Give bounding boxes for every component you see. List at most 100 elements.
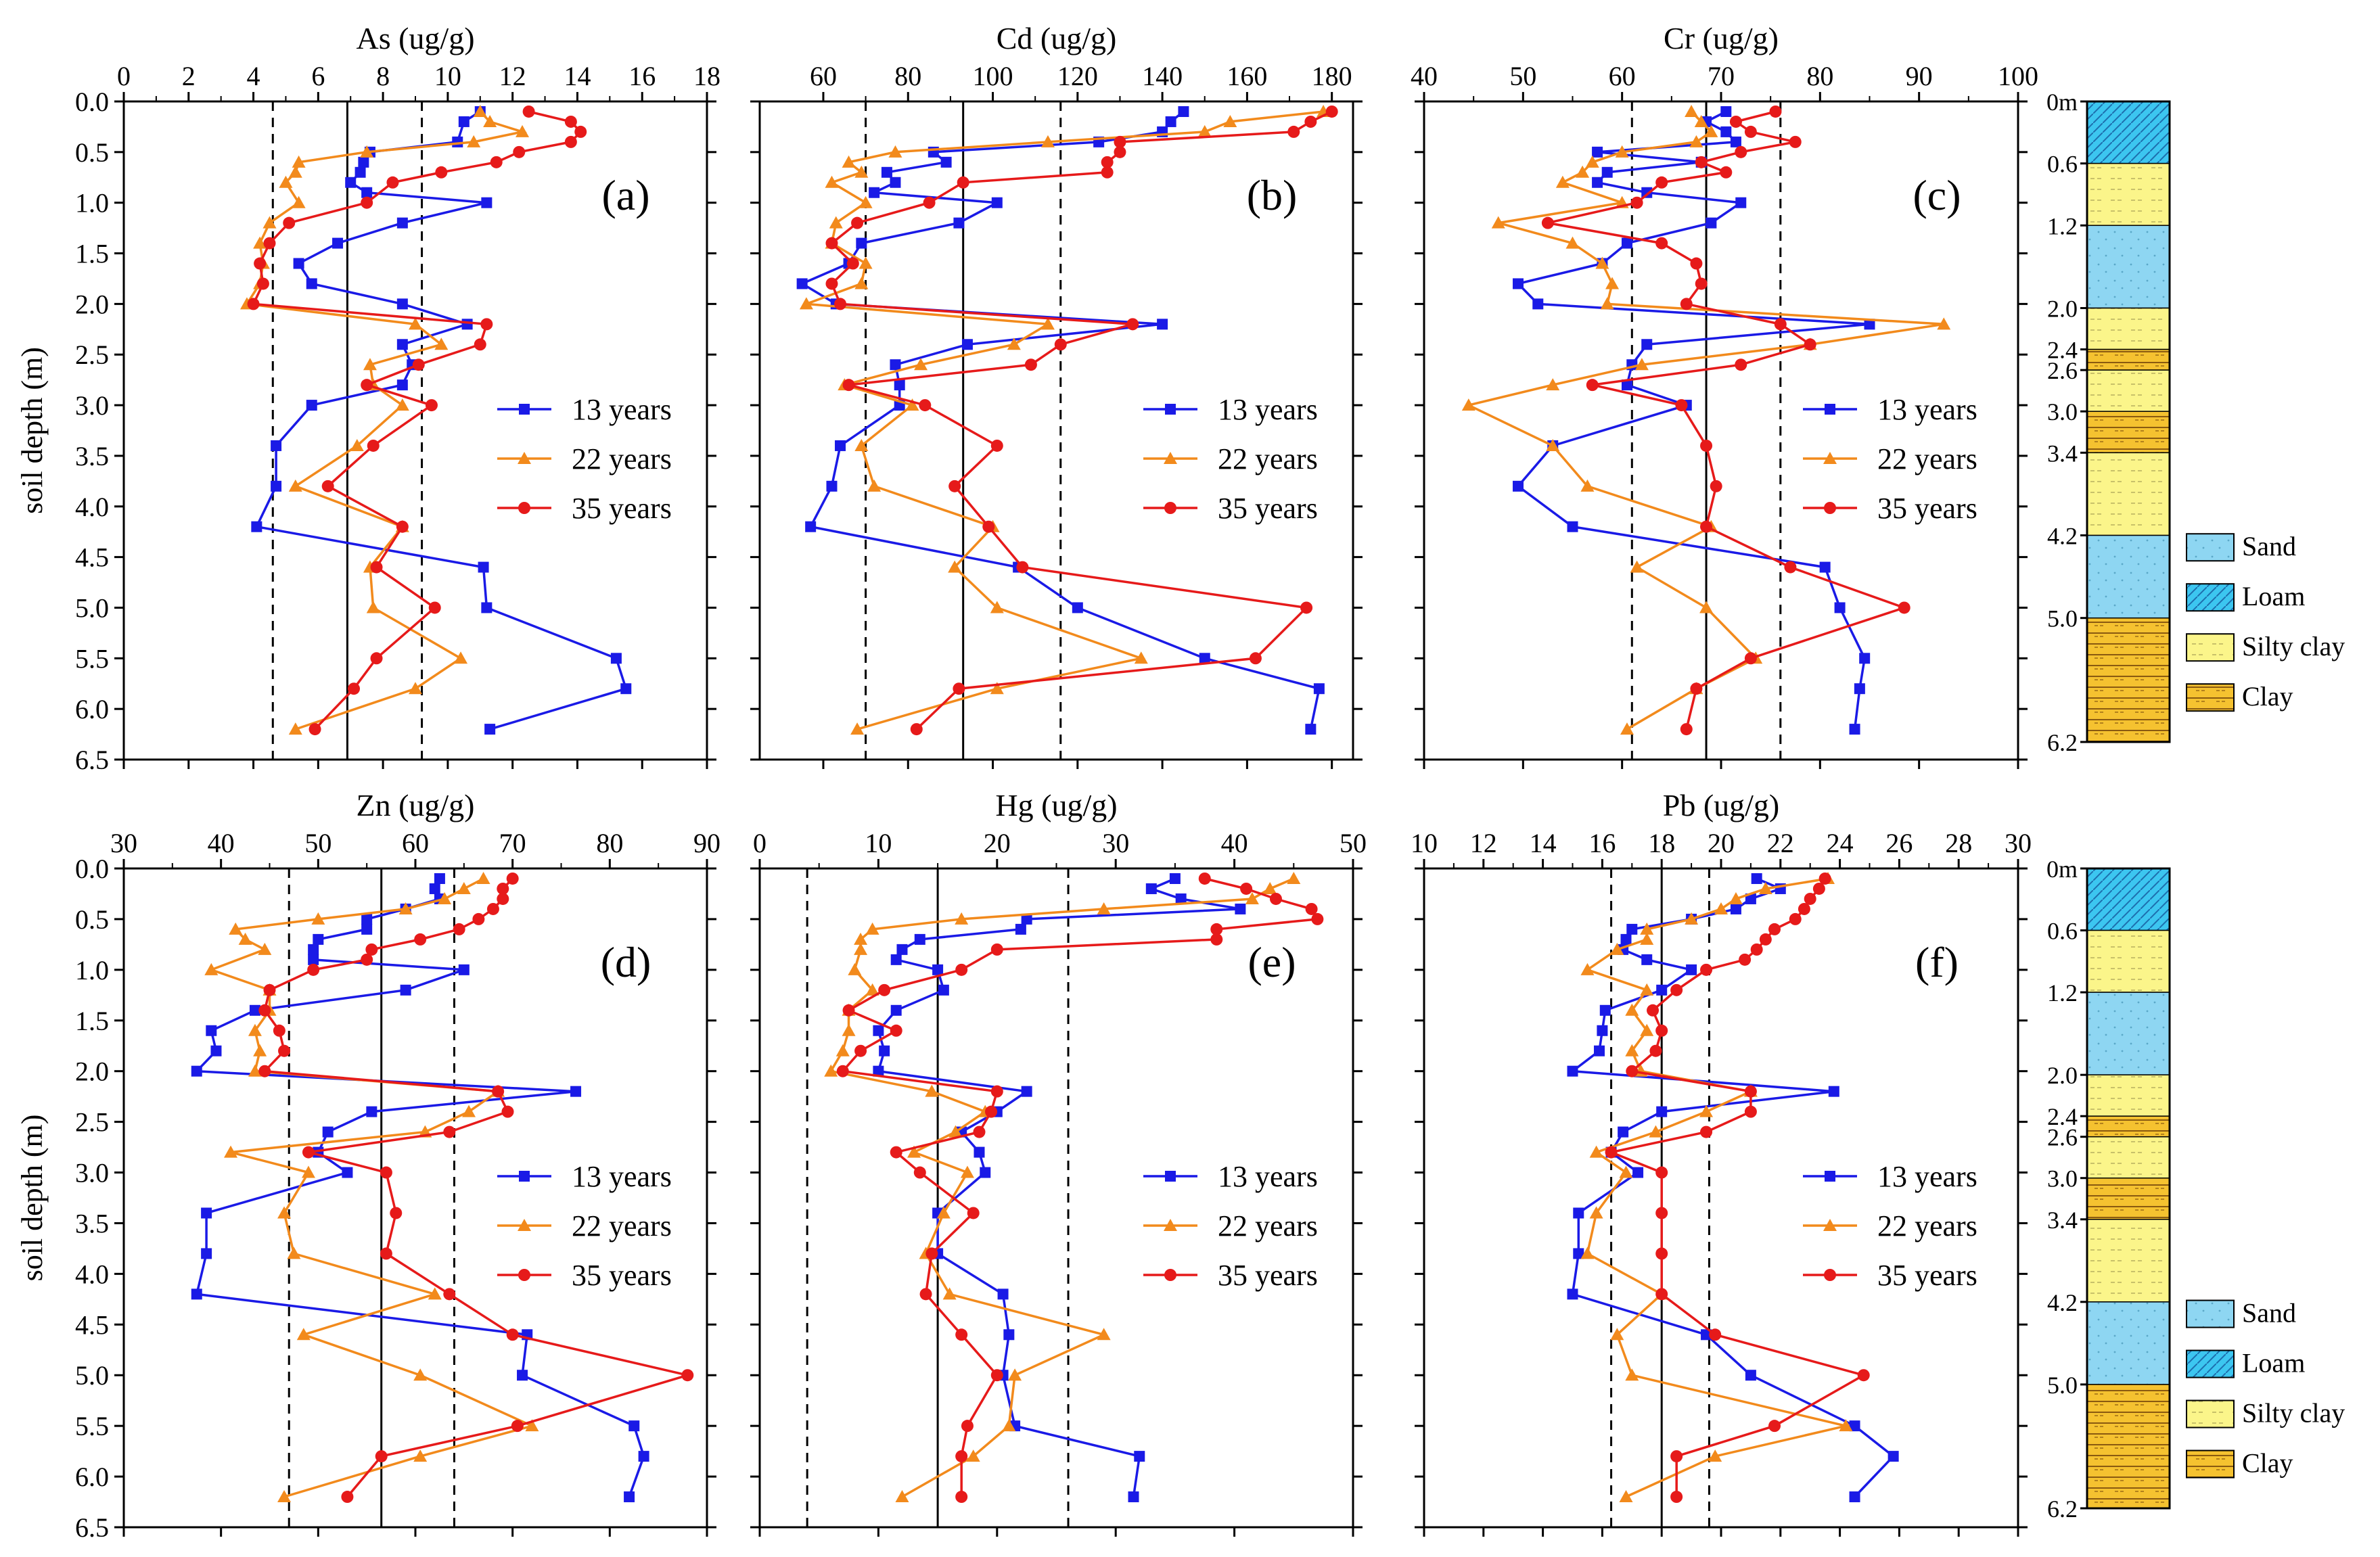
soil-profile-bottom: 0m 0.6 1.2 2.0 2.42.6 3.0 3.4 4.2 5.0 6.2 Sand Loam…: [2046, 856, 2345, 1523]
x-tick-label: 30: [1102, 828, 1129, 858]
data-point-circle: [1789, 135, 1802, 148]
x-tick-label: 90: [693, 828, 720, 858]
data-point-square: [206, 1025, 217, 1036]
data-point-triangle: [1491, 216, 1505, 229]
data-point-triangle: [1704, 124, 1718, 137]
data-point-triangle: [525, 1419, 539, 1432]
data-point-triangle: [1287, 871, 1301, 884]
legend-label: 22 years: [572, 1209, 672, 1242]
legend-item: 22 years: [497, 442, 672, 475]
data-point-circle: [278, 1044, 291, 1057]
data-point-triangle: [842, 155, 856, 168]
data-point-circle: [1812, 882, 1825, 895]
y-tick-label: 3.0: [75, 390, 109, 421]
x-tick-label: 14: [1530, 828, 1557, 858]
data-point-circle: [1804, 338, 1816, 351]
data-point-circle: [1789, 912, 1802, 925]
data-point-square: [1015, 923, 1026, 935]
x-tick-label: 180: [1312, 61, 1352, 91]
panel-title: Cd (ug/g): [997, 21, 1117, 55]
panel-title: Pb (ug/g): [1663, 788, 1780, 822]
data-point-circle: [1670, 1450, 1683, 1463]
legend-marker: [518, 1269, 530, 1281]
data-point-circle: [990, 943, 1003, 956]
data-point-triangle: [1937, 317, 1951, 330]
legend-item: 13 years: [1143, 1160, 1318, 1193]
data-point-square: [429, 883, 440, 894]
data-point-triangle: [1580, 479, 1595, 492]
data-point-circle: [1114, 145, 1126, 158]
data-point-triangle: [360, 145, 374, 158]
data-point-triangle: [865, 983, 879, 996]
data-point-triangle: [1134, 651, 1148, 664]
data-point-square: [890, 177, 901, 188]
legend-marker: [518, 502, 530, 514]
data-point-square: [1887, 1451, 1899, 1462]
data-point-triangle: [248, 1064, 262, 1077]
data-point-square: [1735, 197, 1747, 208]
y-axis-label: soil depth (m): [16, 347, 49, 514]
data-point-square: [1864, 319, 1875, 330]
series-13-years: [251, 106, 632, 735]
y-tick-label: 5.0: [75, 592, 109, 623]
profile-depth-label: 3.0: [2047, 398, 2078, 425]
data-point-square: [620, 683, 632, 695]
profile-legend-swatch: [2186, 1349, 2235, 1378]
data-point-triangle: [288, 479, 302, 492]
data-point-square: [974, 1146, 985, 1158]
data-point-circle: [973, 1125, 986, 1138]
panel-label: (d): [601, 938, 651, 986]
data-point-square: [938, 984, 949, 996]
panel-title: Hg (ug/g): [995, 788, 1117, 822]
data-point-circle: [254, 257, 267, 270]
data-point-square: [1597, 1025, 1608, 1036]
legend-label: 35 years: [572, 492, 672, 525]
profile-depth-label: 0m: [2046, 856, 2078, 883]
data-point-circle: [1680, 298, 1693, 310]
profile-legend-label: Silty clay: [2242, 1398, 2345, 1428]
data-point-triangle: [262, 216, 277, 229]
series-22-years: [824, 871, 1301, 1503]
data-point-square: [638, 1451, 649, 1462]
data-point-triangle: [413, 1368, 428, 1381]
y-tick-label: 0.5: [75, 904, 109, 935]
data-point-circle: [1605, 1146, 1618, 1159]
data-point-square: [332, 237, 344, 249]
data-point-circle: [948, 480, 961, 492]
series-line: [1607, 878, 1867, 1497]
y-tick-label: 0.5: [75, 137, 109, 168]
data-point-square: [191, 1065, 202, 1077]
data-point-circle: [834, 298, 847, 310]
data-point-square: [879, 1045, 890, 1056]
data-point-square: [1599, 1004, 1611, 1016]
data-point-circle: [1735, 145, 1747, 158]
profile-depth-label: 0m: [2046, 89, 2078, 116]
legend-marker: [1164, 1219, 1177, 1231]
data-point-circle: [348, 682, 361, 695]
data-point-circle: [443, 1125, 456, 1138]
data-point-triangle: [1565, 236, 1580, 249]
data-point-square: [1641, 954, 1653, 965]
data-point-square: [517, 1370, 528, 1381]
legend-item: 22 years: [1803, 442, 1977, 475]
data-point-circle: [247, 298, 260, 310]
data-point-square: [1128, 1491, 1139, 1503]
data-point-circle: [1269, 892, 1282, 905]
data-point-circle: [1804, 892, 1816, 905]
data-point-triangle: [966, 1449, 980, 1462]
y-tick-label: 4.5: [75, 542, 109, 573]
data-point-triangle: [457, 881, 471, 894]
data-point-triangle: [454, 651, 468, 664]
data-point-circle: [428, 601, 441, 614]
data-point-square: [306, 400, 317, 411]
data-point-circle: [851, 216, 864, 229]
y-tick-label: 4.0: [75, 1259, 109, 1289]
x-tick-label: 60: [1609, 61, 1636, 91]
data-point-circle: [453, 923, 465, 935]
data-point-square: [1003, 1329, 1015, 1341]
data-point-square: [896, 944, 908, 955]
panel-c: 40 50 60 70 80 90 100 Cr (ug/g) (c) 13 years 22 ye…: [1411, 21, 2038, 769]
data-point-square: [400, 984, 411, 996]
data-point-circle: [497, 882, 509, 895]
x-tick-label: 24: [1827, 828, 1854, 858]
